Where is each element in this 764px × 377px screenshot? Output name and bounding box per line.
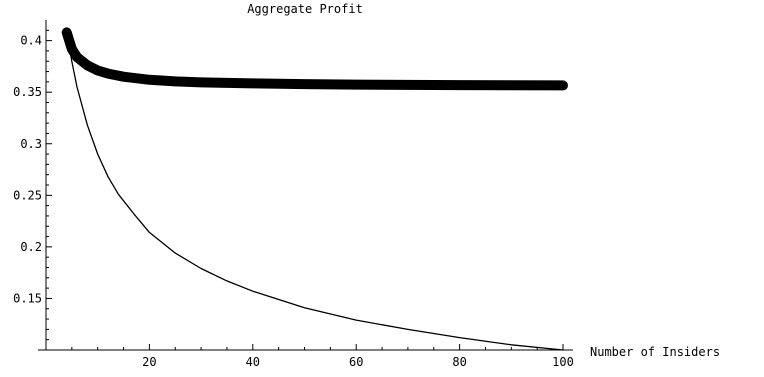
x-ticks: 20 40 60 80 100 — [71, 344, 574, 369]
y-tick-label: 0.35 — [13, 85, 42, 99]
series-line-thick — [61, 27, 568, 91]
y-tick-label: 0.15 — [13, 291, 42, 305]
y-tick-label: 0.25 — [13, 188, 42, 202]
series-line-thin — [66, 31, 564, 351]
chart-title: Aggregate Profit — [247, 2, 363, 16]
y-ticks: 0.15 0.2 0.25 0.3 0.35 0.4 — [13, 29, 52, 341]
x-tick-label: 20 — [142, 355, 156, 369]
x-tick-label: 80 — [452, 355, 466, 369]
x-tick-label: 100 — [552, 355, 574, 369]
y-tick-label: 0.3 — [20, 137, 42, 151]
x-tick-label: 40 — [246, 355, 260, 369]
x-tick-label: 60 — [349, 355, 363, 369]
series-layer — [61, 27, 568, 351]
y-tick-label: 0.4 — [20, 34, 42, 48]
y-tick-label: 0.2 — [20, 240, 42, 254]
x-axis-label: Number of Insiders — [590, 345, 720, 359]
